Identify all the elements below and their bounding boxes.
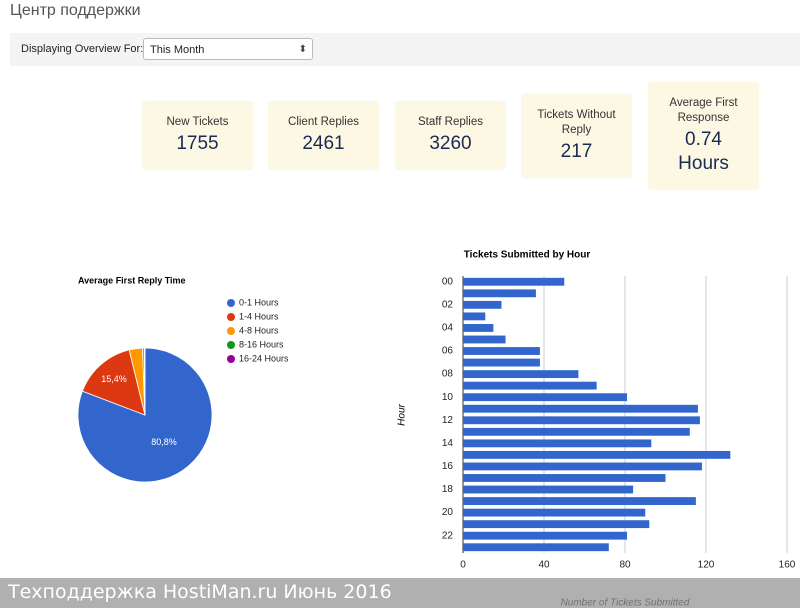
- stat-card: Tickets Without Reply 217: [521, 94, 632, 178]
- stat-value: 3260: [429, 133, 472, 154]
- y-tick-label: 14: [442, 438, 454, 449]
- y-tick-label: 06: [442, 346, 454, 357]
- filter-label: Displaying Overview For:: [21, 43, 144, 55]
- stat-label: Staff Replies: [418, 116, 483, 128]
- watermark-bar: Техподдержка HostiMan.ru Июнь 2016: [0, 578, 800, 608]
- legend-label: 0-1 Hours: [239, 297, 279, 307]
- y-tick-label: 00: [442, 276, 454, 287]
- bar: [463, 347, 540, 355]
- y-tick-label: 04: [442, 323, 454, 334]
- y-tick-label: 02: [442, 299, 454, 310]
- legend-label: 8-16 Hours: [239, 339, 284, 349]
- legend-swatch: [227, 299, 235, 307]
- bar: [463, 393, 628, 402]
- x-tick-label: 0: [460, 560, 466, 571]
- x-tick-label: 80: [619, 560, 631, 571]
- y-tick-label: 12: [442, 415, 454, 426]
- pie-slice: [81, 349, 146, 416]
- watermark: Техподдержка HostiMan.ru Июнь 2016: [8, 581, 392, 603]
- bar: [463, 474, 666, 482]
- bar: [463, 450, 731, 459]
- bar: [463, 335, 506, 344]
- y-axis-label: Hour: [397, 403, 408, 425]
- page-title: Центр поддержки: [10, 2, 141, 19]
- stat-unit: Hours: [678, 153, 729, 174]
- stat-card: Client Replies 2461: [268, 101, 379, 170]
- stat-label: Average First Response: [669, 97, 738, 124]
- stat-label: Tickets Without Reply: [537, 109, 616, 136]
- bar: [463, 277, 565, 286]
- stat-label: New Tickets: [166, 116, 229, 128]
- bar: [463, 497, 696, 505]
- y-tick-label: 16: [442, 461, 454, 472]
- bar: [463, 427, 690, 436]
- stat-card: Staff Replies 3260: [395, 101, 506, 170]
- y-tick-label: 08: [442, 369, 454, 380]
- bar: [463, 289, 536, 298]
- bar: [463, 370, 579, 379]
- legend-label: 4-8 Hours: [239, 325, 279, 335]
- legend-label: 16-24 Hours: [239, 353, 289, 363]
- slice-label: 15,4%: [101, 374, 127, 384]
- bar: [463, 531, 628, 540]
- filter-bar: Displaying Overview For: This Month: [10, 33, 800, 66]
- slice-label: 80,8%: [151, 437, 177, 447]
- bar: [463, 520, 650, 529]
- bar: [463, 462, 702, 471]
- stat-label: Client Replies: [288, 116, 359, 128]
- bar: [463, 381, 597, 390]
- period-select[interactable]: This Month: [143, 38, 313, 61]
- legend-label: 1-4 Hours: [239, 311, 279, 321]
- stat-value: 0.74: [685, 129, 722, 150]
- y-tick-label: 20: [442, 507, 454, 518]
- stat-value: 1755: [176, 133, 219, 154]
- legend-swatch: [227, 355, 235, 363]
- chart-title: Average First Reply Time: [78, 275, 186, 285]
- legend-swatch: [227, 341, 235, 349]
- bar: [463, 439, 652, 448]
- y-tick-label: 22: [442, 530, 454, 541]
- bar: [463, 312, 486, 321]
- chart-title: Tickets Submitted by Hour: [464, 250, 591, 261]
- bar: [463, 508, 646, 517]
- stat-value: 217: [560, 141, 593, 162]
- bar: [463, 358, 540, 367]
- stat-value: 2461: [302, 133, 345, 154]
- bar: [463, 404, 698, 413]
- bar: [463, 543, 609, 552]
- y-tick-label: 10: [442, 392, 454, 403]
- bar: [463, 300, 502, 309]
- bar: [463, 324, 494, 332]
- pie-slice: [143, 347, 146, 416]
- legend-swatch: [227, 327, 235, 335]
- stat-card: Average First Response 0.74 Hours: [648, 82, 759, 190]
- stat-card: New Tickets 1755: [142, 101, 253, 170]
- x-tick-label: 120: [698, 560, 715, 571]
- y-tick-label: 18: [442, 484, 454, 495]
- bar: [463, 416, 700, 425]
- x-tick-label: 40: [538, 560, 550, 571]
- bar: [463, 485, 634, 494]
- legend-swatch: [227, 313, 235, 321]
- x-tick-label: 160: [779, 560, 796, 571]
